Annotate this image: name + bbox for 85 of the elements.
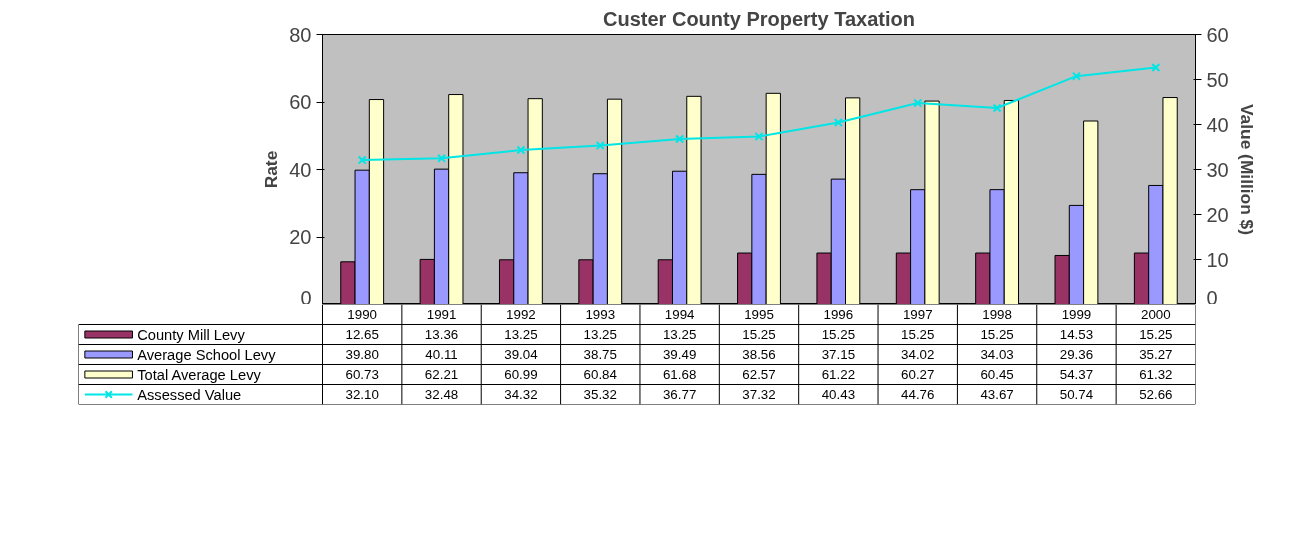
data-label: 39.80 <box>345 347 379 362</box>
point <box>516 145 526 155</box>
data-label: 62.57 <box>742 367 776 382</box>
x-tick-label: 1993 <box>585 307 616 322</box>
x-tick-label: 1997 <box>902 307 933 322</box>
data-label: 29.36 <box>1059 347 1094 362</box>
y-tick-label: 80 <box>289 23 312 46</box>
y2-axis-title: Value (Million $) <box>1236 104 1257 235</box>
data-label: 13.25 <box>583 327 617 342</box>
data-label: 60.99 <box>504 367 538 382</box>
data-label: 50.74 <box>1059 387 1094 402</box>
data-label: 13.25 <box>662 327 697 342</box>
x-tick-label: 1992 <box>506 307 536 322</box>
data-label: 39.04 <box>504 347 539 362</box>
data-label: 15.25 <box>1139 327 1173 342</box>
data-label: 62.21 <box>424 367 459 382</box>
y2-tick-label: 60 <box>1206 23 1229 46</box>
data-label: 32.10 <box>345 387 379 402</box>
data-label: 15.25 <box>821 327 856 342</box>
data-label: 54.37 <box>1059 367 1094 382</box>
data-label: 61.32 <box>1139 367 1173 382</box>
data-label: 60.73 <box>345 367 379 382</box>
data-label: 35.27 <box>1139 347 1173 362</box>
data-label: 15.25 <box>980 327 1014 342</box>
data-label: 60.84 <box>583 367 618 382</box>
data-label: 15.25 <box>901 327 935 342</box>
legend-label: County Mill Levy <box>137 326 246 343</box>
point <box>913 98 923 108</box>
data-label: 43.67 <box>980 387 1014 402</box>
data-label: 60.27 <box>901 367 935 382</box>
y-tick-label: 0 <box>300 286 312 309</box>
point <box>992 103 1002 113</box>
y2-tick-label: 40 <box>1206 113 1229 136</box>
x-tick-label: 1999 <box>1061 307 1092 322</box>
y-tick-label: 40 <box>289 158 312 181</box>
y-axis-title: Rate <box>261 150 282 189</box>
data-label: 37.32 <box>742 387 776 402</box>
legend-label: Average School Levy <box>137 346 277 363</box>
chart-title: Custer County Property Taxation <box>603 7 915 30</box>
point <box>1071 71 1081 81</box>
point <box>437 153 447 163</box>
data-label: 37.15 <box>821 347 856 362</box>
data-label: 61.68 <box>662 367 697 382</box>
data-label: 12.65 <box>345 327 379 342</box>
data-label: 60.45 <box>980 367 1014 382</box>
x-tick-label: 1996 <box>823 307 854 322</box>
data-label: 13.25 <box>504 327 538 342</box>
legend-label: Total Average Levy <box>137 366 262 383</box>
point <box>833 118 843 128</box>
y2-tick-label: 0 <box>1206 286 1218 309</box>
data-label: 35.32 <box>583 387 617 402</box>
y-tick-label: 60 <box>289 91 312 113</box>
x-tick-label: 1990 <box>347 307 378 322</box>
point <box>357 155 367 165</box>
data-label: 38.56 <box>742 347 776 362</box>
data-label: 32.48 <box>424 387 459 402</box>
data-label: 34.03 <box>980 347 1014 362</box>
point <box>1151 62 1161 73</box>
data-label: 14.53 <box>1059 327 1094 342</box>
y2-tick-label: 20 <box>1206 203 1229 226</box>
data-label: 39.49 <box>662 347 697 362</box>
x-tick-label: 1991 <box>426 307 457 322</box>
y-tick-label: 20 <box>289 226 312 248</box>
data-label: 44.76 <box>901 387 935 402</box>
data-label: 61.22 <box>821 367 856 382</box>
point <box>595 141 605 151</box>
x-tick-label: 1995 <box>744 307 774 322</box>
y2-tick-label: 50 <box>1206 68 1229 91</box>
y2-tick-label: 30 <box>1206 158 1229 181</box>
data-label: 34.32 <box>504 387 538 402</box>
x-tick-label: 1994 <box>664 307 696 322</box>
data-label: 40.11 <box>425 347 458 362</box>
data-label: 36.77 <box>662 387 697 402</box>
data-label: 38.75 <box>583 347 617 362</box>
data-label: 52.66 <box>1139 387 1173 402</box>
legend-label: Assessed Value <box>137 386 242 403</box>
data-label: 13.36 <box>424 327 459 342</box>
data-label: 40.43 <box>821 387 856 402</box>
data-label: 15.25 <box>742 327 776 342</box>
point <box>754 132 764 142</box>
x-tick-label: 2000 <box>1140 307 1171 322</box>
x-tick-label: 1998 <box>982 307 1012 322</box>
y2-tick-label: 10 <box>1206 248 1229 271</box>
point <box>675 134 685 144</box>
data-label: 34.02 <box>901 347 935 362</box>
